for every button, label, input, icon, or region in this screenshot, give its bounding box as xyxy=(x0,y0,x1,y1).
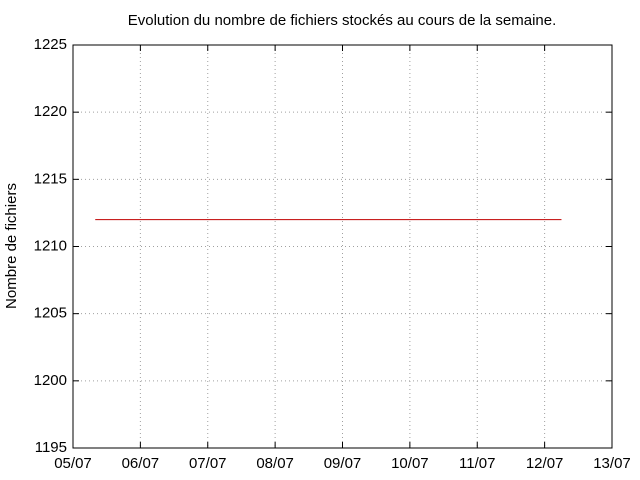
plot-frame xyxy=(72,44,613,449)
y-tick-label: 1225 xyxy=(34,36,67,53)
x-tick-label: 06/07 xyxy=(122,455,160,472)
x-tick-label: 11/07 xyxy=(459,455,495,472)
x-tick-label: 12/07 xyxy=(526,455,564,472)
chart-title: Evolution du nombre de fichiers stockés … xyxy=(128,12,557,29)
y-axis-label: Nombre de fichiers xyxy=(3,183,20,309)
y-tick-label: 1215 xyxy=(34,170,67,187)
x-tick-label: 09/07 xyxy=(324,455,362,472)
x-tick-label: 07/07 xyxy=(189,455,227,472)
x-tick-label: 10/07 xyxy=(391,455,429,472)
y-tick-label: 1205 xyxy=(34,305,67,322)
y-tick-label: 1200 xyxy=(34,372,67,389)
y-tick-label: 1210 xyxy=(34,237,67,254)
x-tick-label: 08/07 xyxy=(256,455,294,472)
y-tick-label: 1220 xyxy=(34,103,67,120)
x-tick-label: 05/07 xyxy=(54,455,92,472)
y-tick-label: 1195 xyxy=(35,439,67,456)
x-tick-label: 13/07 xyxy=(593,455,631,472)
